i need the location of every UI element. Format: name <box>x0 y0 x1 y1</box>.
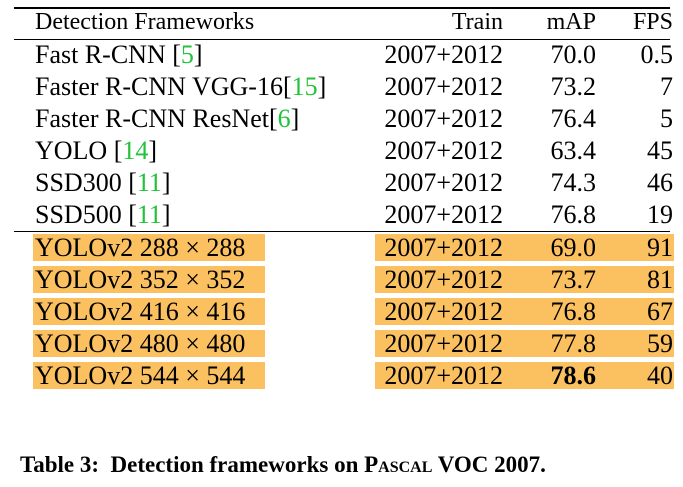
train-cell: 2007+2012 <box>384 200 503 229</box>
map-cell: 69.0 <box>550 233 597 262</box>
train-cell: 2007+2012 <box>384 40 503 69</box>
table-row: Fast R-CNN [5] 2007+2012 70.0 0.5 <box>0 39 683 70</box>
map-cell: 63.4 <box>550 136 597 165</box>
framework-name: YOLO <box>35 136 114 165</box>
caption-label: Table 3: <box>20 452 100 477</box>
citation-ref: 11 <box>136 168 162 197</box>
framework-name-cell: SSD300 [11] <box>35 168 171 197</box>
train-cell: 2007+2012 <box>384 72 503 101</box>
highlight-name-bg <box>33 234 265 261</box>
train-cell: 2007+2012 <box>384 136 503 165</box>
fps-cell: 91 <box>647 233 673 262</box>
fps-cell: 5 <box>660 104 673 133</box>
framework-name-cell: Fast R-CNN [5] <box>35 40 203 69</box>
caption-text-after: VOC 2007. <box>432 452 546 477</box>
highlight-values-bg <box>375 266 674 293</box>
fps-cell: 46 <box>647 168 673 197</box>
table-header-rule <box>14 39 670 40</box>
highlight-values-bg <box>375 298 674 325</box>
framework-name: Faster R-CNN VGG-16 <box>35 72 283 101</box>
header-fps: FPS <box>632 9 673 35</box>
framework-name: YOLOv2 288 × 288 <box>35 233 246 262</box>
framework-name-cell: YOLO [14] <box>35 136 158 165</box>
fps-cell: 7 <box>660 72 673 101</box>
header-detection-frameworks: Detection Frameworks <box>35 9 255 35</box>
citation-ref: 15 <box>291 72 318 101</box>
table-row: YOLO [14] 2007+2012 63.4 45 <box>0 135 683 166</box>
framework-name: Fast R-CNN <box>35 40 173 69</box>
table-row: SSD500 [11] 2007+2012 76.8 19 <box>0 199 683 230</box>
table-caption: Table 3: Detection frameworks on Pascal … <box>20 452 670 478</box>
table-mid-rule <box>14 231 670 232</box>
map-cell: 73.2 <box>550 72 597 101</box>
citation-ref: 5 <box>180 40 194 69</box>
highlight-values-bg <box>375 234 674 261</box>
table-row: Faster R-CNN VGG-16[15] 2007+2012 73.2 7 <box>0 71 683 102</box>
framework-name-cell: Faster R-CNN VGG-16[15] <box>35 72 327 101</box>
table-row-highlighted: YOLOv2 288 × 288 2007+2012 69.0 91 <box>0 232 683 263</box>
train-cell: 2007+2012 <box>384 168 503 197</box>
map-cell: 74.3 <box>550 168 597 197</box>
map-cell: 70.0 <box>550 40 597 69</box>
caption-dataset: Pascal <box>364 452 433 477</box>
table-row-highlighted: YOLOv2 480 × 480 2007+2012 77.8 59 <box>0 328 683 359</box>
train-cell: 2007+2012 <box>384 361 503 390</box>
framework-name-cell: SSD500 [11] <box>35 200 171 229</box>
header-map: mAP <box>546 9 596 35</box>
fps-cell: 81 <box>647 265 673 294</box>
framework-name-cell: Faster R-CNN ResNet[6] <box>35 104 300 133</box>
best-map-cell: 78.6 <box>550 361 597 390</box>
framework-name: Faster R-CNN ResNet <box>35 104 269 133</box>
train-cell: 2007+2012 <box>384 297 503 326</box>
caption-text-before: Detection frameworks on <box>110 452 365 477</box>
table-header-row: Detection Frameworks Train mAP FPS <box>0 7 683 38</box>
table-row: SSD300 [11] 2007+2012 74.3 46 <box>0 167 683 198</box>
map-cell: 76.4 <box>550 104 597 133</box>
citation-ref: 6 <box>277 104 291 133</box>
highlight-values-bg <box>375 330 674 357</box>
map-cell: 77.8 <box>550 329 597 358</box>
highlight-name-bg <box>33 330 265 357</box>
framework-name: SSD500 <box>35 200 129 229</box>
map-cell: 73.7 <box>550 265 597 294</box>
fps-cell: 0.5 <box>640 40 674 69</box>
highlight-name-bg <box>33 266 265 293</box>
framework-name: YOLOv2 480 × 480 <box>35 329 246 358</box>
map-cell: 76.8 <box>550 297 597 326</box>
table-row-highlighted: YOLOv2 416 × 416 2007+2012 76.8 67 <box>0 296 683 327</box>
table-row-highlighted: YOLOv2 544 × 544 2007+2012 78.6 40 <box>0 360 683 391</box>
fps-cell: 59 <box>647 329 673 358</box>
train-cell: 2007+2012 <box>384 265 503 294</box>
citation-ref: 11 <box>136 200 162 229</box>
table-row-highlighted: YOLOv2 352 × 352 2007+2012 73.7 81 <box>0 264 683 295</box>
fps-cell: 67 <box>647 297 673 326</box>
framework-name: YOLOv2 352 × 352 <box>35 265 246 294</box>
highlight-name-bg <box>33 362 265 389</box>
map-cell: 76.8 <box>550 200 597 229</box>
framework-name: YOLOv2 416 × 416 <box>35 297 246 326</box>
framework-name: YOLOv2 544 × 544 <box>35 361 246 390</box>
table-top-rule <box>14 7 670 9</box>
table-row: Faster R-CNN ResNet[6] 2007+2012 76.4 5 <box>0 103 683 134</box>
fps-cell: 40 <box>647 361 673 390</box>
citation-ref: 14 <box>122 136 149 165</box>
train-cell: 2007+2012 <box>384 329 503 358</box>
highlight-name-bg <box>33 298 265 325</box>
fps-cell: 45 <box>647 136 673 165</box>
train-cell: 2007+2012 <box>384 233 503 262</box>
fps-cell: 19 <box>647 200 673 229</box>
header-train: Train <box>451 9 503 35</box>
highlight-values-bg <box>375 362 674 389</box>
train-cell: 2007+2012 <box>384 104 503 133</box>
framework-name: SSD300 <box>35 168 129 197</box>
